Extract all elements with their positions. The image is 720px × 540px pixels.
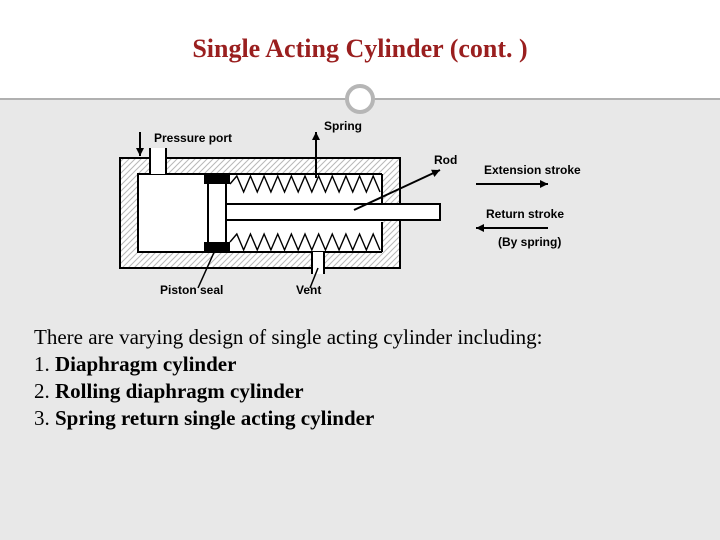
diagram-container: Pressure port Spring Rod Extension stroke Re… (34, 118, 686, 298)
list-item: 1. Diaphragm cylinder (34, 351, 686, 378)
svg-text:Rod: Rod (434, 153, 457, 167)
cylinder-diagram: Pressure port Spring Rod Extension stroke Re… (80, 118, 640, 298)
divider-circle-icon (345, 84, 375, 114)
svg-text:Spring: Spring (324, 119, 362, 133)
item-label: Rolling diaphragm cylinder (55, 379, 304, 403)
svg-text:(By spring): (By spring) (498, 235, 561, 249)
svg-text:Piston seal: Piston seal (160, 283, 223, 297)
body-area: Pressure port Spring Rod Extension stroke Re… (0, 100, 720, 540)
item-label: Spring return single acting cylinder (55, 406, 374, 430)
list-item: 3. Spring return single acting cylinder (34, 405, 686, 432)
svg-text:Vent: Vent (296, 283, 321, 297)
slide-title: Single Acting Cylinder (cont. ) (192, 34, 527, 64)
svg-text:Return stroke: Return stroke (486, 207, 564, 221)
item-number: 3. (34, 406, 50, 430)
text-block: There are varying design of single actin… (34, 324, 686, 432)
item-number: 1. (34, 352, 50, 376)
item-label: Diaphragm cylinder (55, 352, 236, 376)
intro-text: There are varying design of single actin… (34, 324, 686, 351)
svg-text:Pressure port: Pressure port (154, 131, 232, 145)
slide-root: Single Acting Cylinder (cont. ) Pressure… (0, 0, 720, 540)
svg-text:Extension stroke: Extension stroke (484, 163, 581, 177)
item-number: 2. (34, 379, 50, 403)
list-item: 2. Rolling diaphragm cylinder (34, 378, 686, 405)
